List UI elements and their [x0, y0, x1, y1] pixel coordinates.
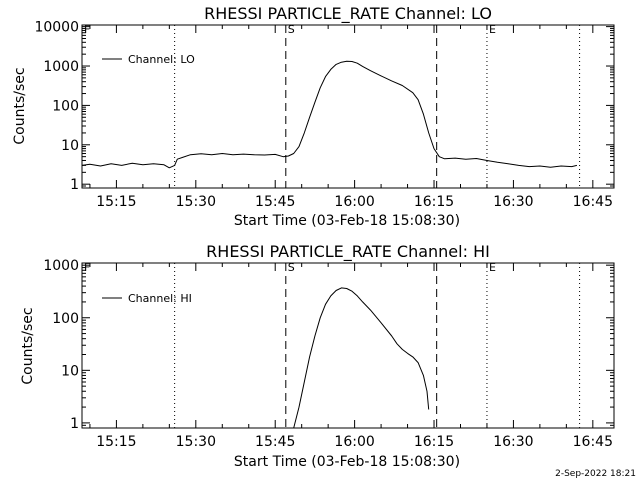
marker-label: E: [489, 23, 496, 36]
y-axis-label-hi: Counts/sec: [20, 307, 36, 384]
x-tick-label: 15:45: [255, 434, 295, 450]
legend-label-lo: Channel: LO: [128, 53, 195, 66]
x-axis-lo: 15:15 15:30 15:45 16:00 16:15 16:30 16:45: [89, 25, 613, 210]
legend-label-hi: Channel: HI: [128, 292, 192, 305]
legend-hi: Channel: HI: [102, 292, 192, 305]
x-tick-label: 16:30: [493, 434, 533, 450]
y-axis-label-lo: Counts/sec: [12, 67, 28, 144]
footer-timestamp: 2-Sep-2022 18:21: [555, 469, 636, 479]
marker-label: E: [489, 261, 496, 274]
chart-title-hi: RHESSI PARTICLE_RATE Channel: HI: [206, 242, 490, 262]
data-series-line: [81, 60, 578, 169]
x-tick-label: 15:30: [176, 434, 216, 450]
plot-frame-lo: [81, 24, 615, 189]
y-tick-label: 1: [70, 416, 79, 432]
marker-label: F: [84, 261, 90, 274]
series-group-lo: [81, 60, 578, 169]
marker-label: S: [288, 261, 295, 274]
x-tick-label: 15:15: [96, 194, 136, 210]
marker-label: F: [84, 23, 90, 36]
chart-title-lo: RHESSI PARTICLE_RATE Channel: LO: [204, 4, 492, 24]
x-tick-label: 16:45: [573, 194, 613, 210]
y-axis-lo: 1 10 100 1000 10000: [34, 20, 614, 193]
x-axis-hi: 15:15 15:30 15:45 16:00 16:15 16:30 16:45: [89, 263, 613, 450]
y-tick-label: 10: [61, 138, 79, 154]
y-tick-label: 10000: [34, 20, 79, 36]
marker-label: S: [288, 23, 295, 36]
x-tick-label: 16:45: [573, 434, 613, 450]
y-tick-label: 1000: [43, 258, 79, 274]
series-group-hi: [293, 287, 430, 429]
x-tick-label: 15:30: [176, 194, 216, 210]
x-axis-label-lo: Start Time (03-Feb-18 15:08:30): [234, 213, 460, 229]
panel-hi: RHESSI PARTICLE_RATE Channel: HI F S E 1 10…: [20, 242, 615, 470]
y-tick-label: 100: [52, 98, 79, 114]
y-tick-label: 1000: [43, 59, 79, 75]
x-tick-label: 16:00: [334, 194, 374, 210]
x-tick-label: 16:30: [493, 194, 533, 210]
plot-frame-hi: [81, 262, 615, 429]
y-tick-label: 1: [70, 177, 79, 193]
y-tick-label: 10: [61, 363, 79, 379]
panel-lo: RHESSI PARTICLE_RATE Channel: LO F S E 1 10…: [12, 4, 615, 229]
y-axis-hi: 1 10 100 1000: [43, 258, 614, 432]
x-tick-label: 16:15: [414, 434, 454, 450]
x-tick-label: 16:00: [334, 434, 374, 450]
x-tick-label: 16:15: [414, 194, 454, 210]
y-tick-label: 100: [52, 311, 79, 327]
x-tick-label: 15:45: [255, 194, 295, 210]
legend-lo: Channel: LO: [102, 53, 195, 66]
x-axis-label-hi: Start Time (03-Feb-18 15:08:30): [234, 454, 460, 470]
data-series-line: [293, 287, 430, 429]
x-tick-label: 15:15: [96, 434, 136, 450]
